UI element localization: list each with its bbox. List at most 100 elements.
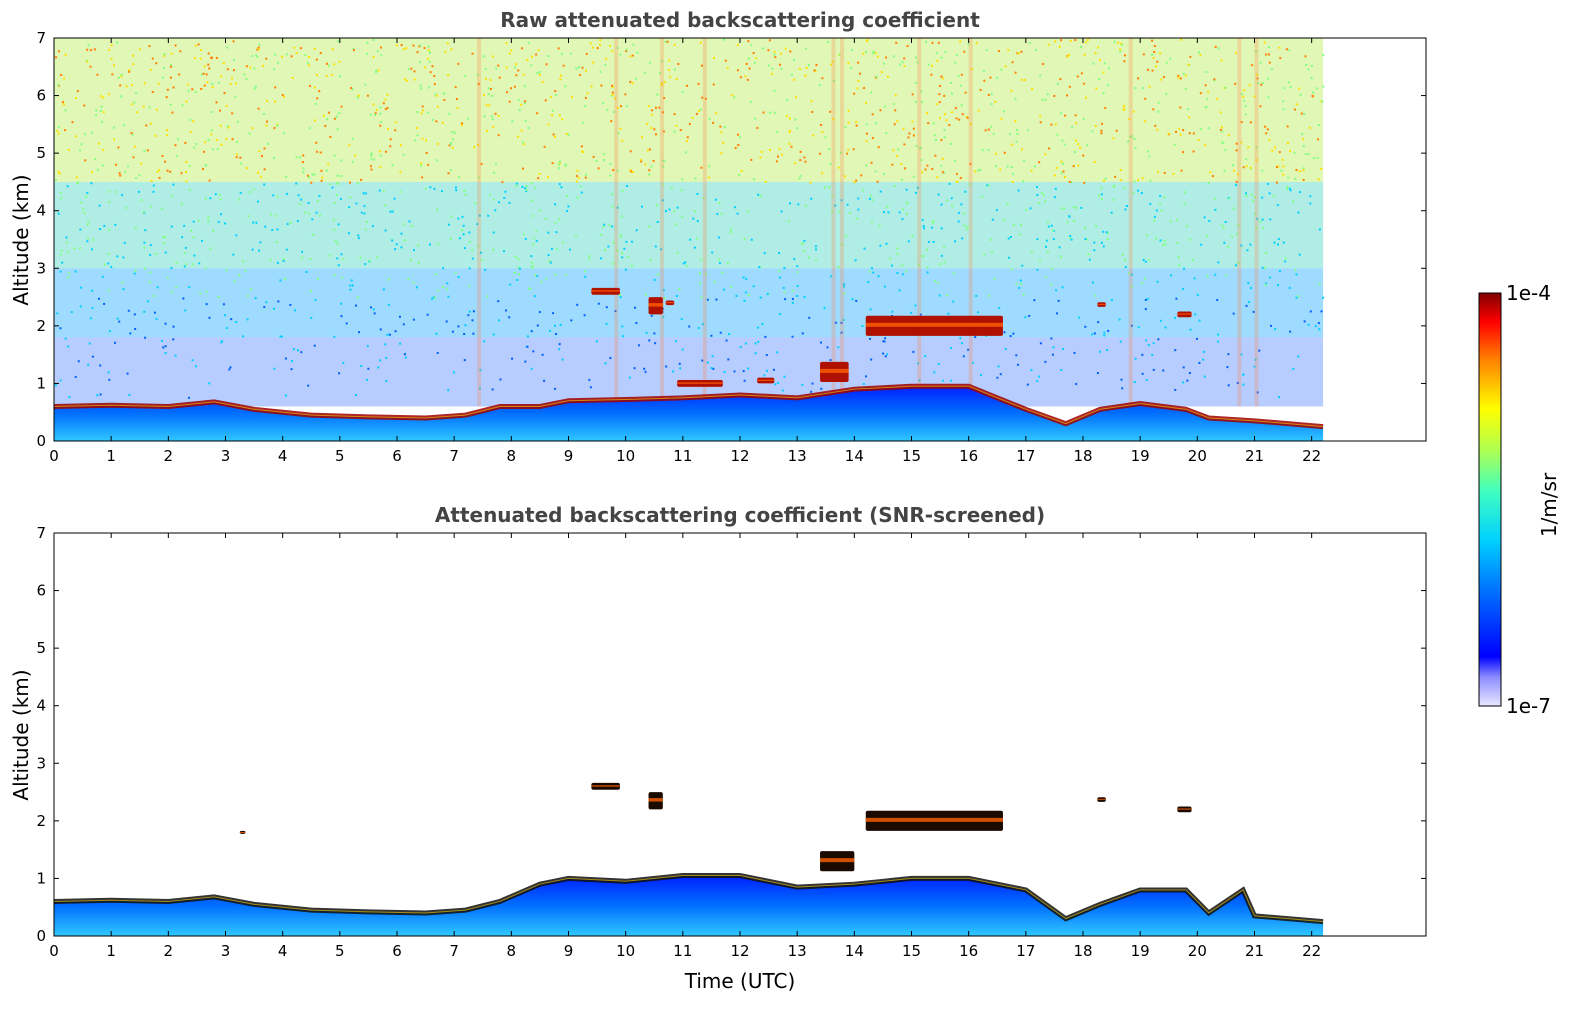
noise-speckle	[876, 55, 879, 58]
noise-speckle	[762, 111, 765, 114]
noise-speckle	[333, 117, 336, 120]
noise-speckle	[338, 75, 341, 78]
noise-speckle	[64, 53, 67, 56]
noise-speckle	[1254, 358, 1257, 361]
noise-speckle	[549, 261, 552, 264]
noise-speckle	[128, 70, 131, 73]
noise-speckle	[867, 281, 870, 284]
noise-speckle	[119, 84, 122, 87]
noise-speckle	[566, 195, 569, 198]
noise-speckle	[156, 171, 159, 174]
noise-speckle	[1053, 94, 1056, 97]
noise-speckle	[656, 93, 659, 96]
noise-speckle	[549, 95, 552, 98]
noise-speckle	[1062, 347, 1065, 350]
noise-speckle	[829, 110, 832, 113]
noise-speckle	[623, 247, 626, 250]
noise-speckle	[725, 339, 728, 342]
noise-speckle	[553, 387, 556, 390]
noise-speckle	[226, 125, 229, 128]
noise-speckle	[819, 341, 822, 344]
noise-speckle	[612, 241, 615, 244]
noise-speckle	[276, 195, 279, 198]
noise-speckle	[676, 206, 679, 209]
noise-speckle	[1119, 340, 1122, 343]
noise-speckle	[59, 270, 62, 273]
noise-speckle	[1093, 160, 1096, 163]
noise-speckle	[338, 112, 341, 115]
noise-speckle	[1177, 76, 1180, 79]
noise-speckle	[565, 210, 568, 213]
noise-speckle	[108, 48, 111, 51]
noise-speckle	[799, 174, 802, 177]
noise-speckle	[360, 211, 363, 214]
noise-speckle	[205, 290, 208, 293]
noise-speckle	[957, 211, 960, 214]
noise-speckle	[584, 96, 587, 99]
noise-speckle	[121, 194, 124, 197]
noise-speckle	[698, 110, 701, 113]
boundary-layer-area	[54, 386, 1324, 441]
noise-speckle	[232, 69, 235, 72]
noise-speckle	[1030, 251, 1033, 254]
noise-speckle	[857, 79, 860, 82]
noise-speckle	[1059, 78, 1062, 81]
panel-screened-x-axis-label: Time (UTC)	[684, 969, 796, 993]
noise-speckle	[739, 136, 742, 139]
noise-speckle	[269, 258, 272, 261]
streak	[659, 38, 664, 407]
noise-speckle	[187, 90, 190, 93]
noise-speckle	[804, 47, 807, 50]
noise-speckle	[362, 192, 365, 195]
noise-speckle	[526, 59, 529, 62]
noise-speckle	[559, 323, 562, 326]
noise-speckle	[1268, 61, 1271, 64]
noise-speckle	[700, 64, 703, 67]
noise-speckle	[130, 83, 133, 86]
noise-speckle	[696, 237, 699, 240]
boundary-layer-edge	[53, 875, 1324, 923]
noise-speckle	[882, 352, 885, 355]
noise-speckle	[1045, 245, 1048, 248]
noise-speckle	[1112, 137, 1115, 140]
noise-speckle	[448, 113, 451, 116]
noise-speckle	[963, 224, 966, 227]
noise-speckle	[403, 353, 406, 356]
noise-speckle	[901, 208, 904, 211]
noise-speckle	[854, 259, 857, 262]
noise-speckle	[1039, 342, 1042, 345]
noise-speckle	[143, 149, 146, 152]
noise-speckle	[839, 151, 842, 154]
noise-speckle	[1147, 150, 1150, 153]
noise-speckle	[428, 60, 431, 63]
noise-speckle	[146, 300, 149, 303]
noise-speckle	[518, 109, 521, 112]
noise-speckle	[1159, 239, 1162, 242]
noise-speckle	[544, 217, 547, 220]
noise-speckle	[533, 295, 536, 298]
noise-speckle	[810, 390, 813, 393]
noise-speckle	[622, 335, 625, 338]
noise-speckle	[1021, 264, 1024, 267]
cloud-layer-core	[648, 303, 663, 307]
noise-speckle	[1300, 112, 1303, 115]
noise-speckle	[834, 321, 837, 324]
noise-speckle	[351, 161, 354, 164]
noise-speckle	[631, 171, 634, 174]
noise-speckle	[331, 74, 334, 77]
noise-speckle	[369, 306, 372, 309]
noise-speckle	[616, 206, 619, 209]
x-tick-label: 2	[164, 942, 174, 960]
noise-speckle	[229, 366, 232, 369]
noise-speckle	[633, 306, 636, 309]
noise-speckle	[315, 150, 318, 153]
noise-speckle	[333, 154, 336, 157]
noise-speckle	[868, 270, 871, 273]
noise-speckle	[1039, 259, 1042, 262]
noise-speckle	[166, 169, 169, 172]
noise-speckle	[761, 322, 764, 325]
noise-speckle	[467, 117, 470, 120]
noise-speckle	[1087, 253, 1090, 256]
noise-speckle	[1154, 124, 1157, 127]
noise-speckle	[370, 152, 373, 155]
